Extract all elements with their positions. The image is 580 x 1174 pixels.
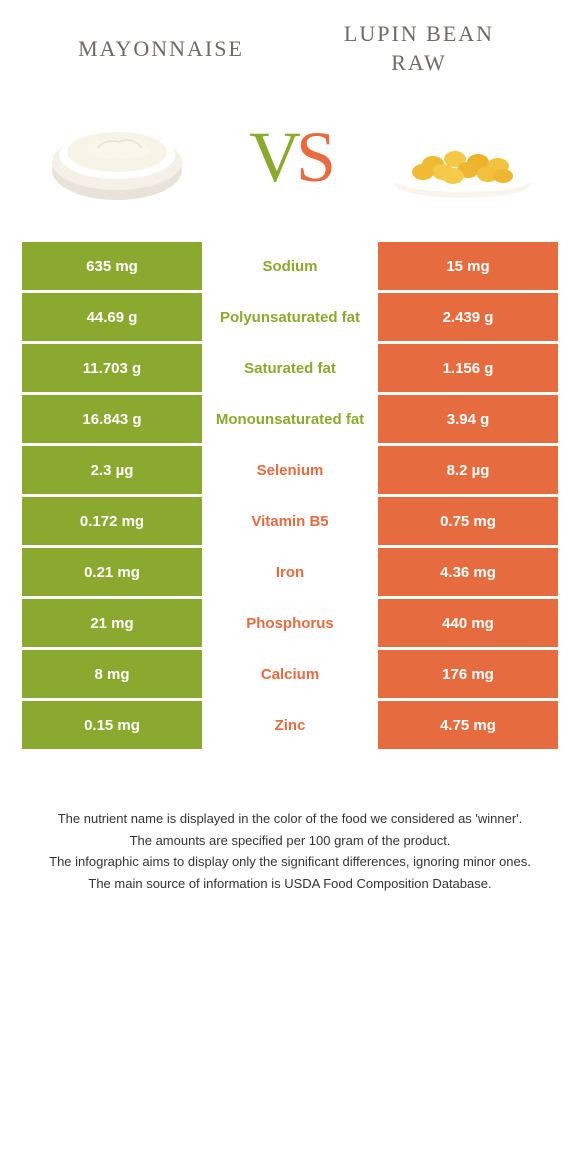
nutrient-label: Phosphorus	[202, 599, 378, 647]
right-value: 176 mg	[378, 650, 558, 698]
nutrient-row: 21 mgPhosphorus440 mg	[22, 599, 558, 647]
nutrient-row: 0.21 mgIron4.36 mg	[22, 548, 558, 596]
nutrient-row: 2.3 µgSelenium8.2 µg	[22, 446, 558, 494]
left-value: 21 mg	[22, 599, 202, 647]
footer-notes: The nutrient name is displayed in the co…	[22, 809, 558, 893]
left-value: 635 mg	[22, 242, 202, 290]
left-value: 16.843 g	[22, 395, 202, 443]
images-row: VS	[22, 102, 558, 212]
nutrient-label: Calcium	[202, 650, 378, 698]
nutrient-label: Selenium	[202, 446, 378, 494]
right-value: 1.156 g	[378, 344, 558, 392]
nutrient-label: Zinc	[202, 701, 378, 749]
footer-line-3: The infographic aims to display only the…	[32, 852, 548, 872]
left-value: 44.69 g	[22, 293, 202, 341]
right-food-title: LUPIN BEANRAW	[290, 20, 548, 77]
left-value: 2.3 µg	[22, 446, 202, 494]
right-value: 8.2 µg	[378, 446, 558, 494]
nutrient-row: 8 mgCalcium176 mg	[22, 650, 558, 698]
nutrient-row: 11.703 gSaturated fat1.156 g	[22, 344, 558, 392]
nutrient-row: 635 mgSodium15 mg	[22, 242, 558, 290]
footer-line-2: The amounts are specified per 100 gram o…	[32, 831, 548, 851]
right-value: 3.94 g	[378, 395, 558, 443]
left-food-title: MAYONNAISE	[32, 36, 290, 62]
nutrient-label: Monounsaturated fat	[202, 395, 378, 443]
left-value: 0.172 mg	[22, 497, 202, 545]
footer-line-1: The nutrient name is displayed in the co…	[32, 809, 548, 829]
left-value: 8 mg	[22, 650, 202, 698]
nutrient-label: Polyunsaturated fat	[202, 293, 378, 341]
right-value: 0.75 mg	[378, 497, 558, 545]
lupin-bean-image	[388, 102, 538, 212]
nutrient-row: 44.69 gPolyunsaturated fat2.439 g	[22, 293, 558, 341]
footer-line-4: The main source of information is USDA F…	[32, 874, 548, 894]
nutrient-row: 16.843 gMonounsaturated fat3.94 g	[22, 395, 558, 443]
nutrient-row: 0.172 mgVitamin B50.75 mg	[22, 497, 558, 545]
nutrient-label: Saturated fat	[202, 344, 378, 392]
right-food-title-text: LUPIN BEANRAW	[344, 21, 494, 75]
left-value: 11.703 g	[22, 344, 202, 392]
mayonnaise-image	[42, 102, 192, 212]
left-value: 0.15 mg	[22, 701, 202, 749]
left-value: 0.21 mg	[22, 548, 202, 596]
right-value: 4.36 mg	[378, 548, 558, 596]
nutrient-label: Vitamin B5	[202, 497, 378, 545]
vs-s: S	[296, 117, 331, 197]
nutrient-row: 0.15 mgZinc4.75 mg	[22, 701, 558, 749]
vs-v: V	[249, 117, 296, 197]
right-value: 15 mg	[378, 242, 558, 290]
nutrient-table: 635 mgSodium15 mg44.69 gPolyunsaturated …	[22, 242, 558, 749]
vs-label: VS	[249, 116, 331, 199]
right-value: 2.439 g	[378, 293, 558, 341]
nutrient-label: Iron	[202, 548, 378, 596]
header-row: MAYONNAISE LUPIN BEANRAW	[22, 20, 558, 77]
right-value: 4.75 mg	[378, 701, 558, 749]
nutrient-label: Sodium	[202, 242, 378, 290]
right-value: 440 mg	[378, 599, 558, 647]
